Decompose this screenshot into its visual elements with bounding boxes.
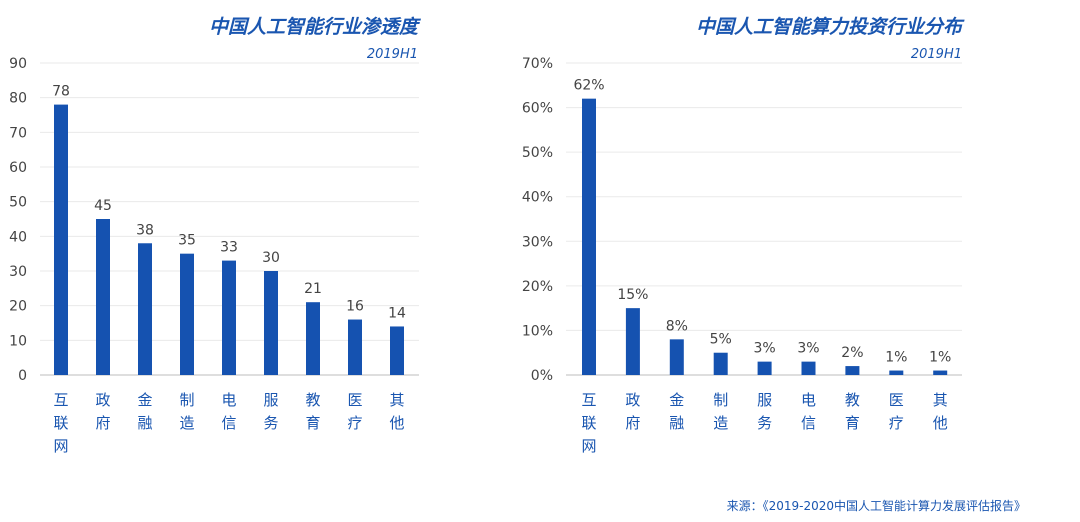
penetration-category-label-6: 教育 [305, 391, 320, 432]
penetration-bar-6 [306, 302, 320, 375]
penetration-category-label-3: 制造 [179, 391, 194, 432]
penetration-y-tick-label: 50 [9, 195, 27, 211]
investment-category-label-0: 互联网 [581, 391, 596, 455]
investment-category-label-3: 制造 [713, 391, 728, 432]
investment-bar-4 [757, 361, 772, 375]
chart-subtitle-penetration: 2019H1 [366, 47, 418, 62]
investment-data-label-8: 1% [929, 350, 951, 366]
chart-title-penetration: 中国人工智能行业渗透度 [208, 16, 418, 38]
investment-bar-0 [582, 98, 596, 376]
investment-bar-5 [801, 361, 816, 375]
investment-data-label-4: 3% [753, 341, 775, 357]
penetration-bar-3 [180, 253, 194, 375]
penetration-data-label-3: 35 [178, 233, 196, 249]
penetration-data-label-1: 45 [94, 198, 112, 214]
penetration-data-label-2: 38 [136, 222, 154, 238]
investment-data-label-3: 5% [710, 332, 732, 348]
penetration-data-label-6: 21 [304, 281, 322, 297]
penetration-category-label-2: 金融 [137, 391, 152, 432]
investment-bar-7 [889, 370, 904, 375]
penetration-category-label-8: 其他 [389, 391, 404, 432]
investment-y-tick-label: 60% [522, 101, 553, 117]
investment-category-label-5: 电信 [801, 391, 816, 432]
penetration-category-label-1: 政府 [95, 391, 110, 432]
penetration-y-tick-label: 30 [9, 264, 27, 280]
investment-category-label-6: 教育 [845, 391, 860, 432]
penetration-bar-5 [264, 271, 278, 375]
penetration-y-tick-label: 0 [18, 368, 27, 384]
penetration-data-label-7: 16 [346, 299, 364, 315]
penetration-bar-0 [54, 104, 68, 375]
investment-data-label-6: 2% [841, 345, 863, 361]
investment-data-label-1: 15% [617, 287, 648, 303]
investment-y-tick-label: 40% [522, 190, 553, 206]
chart-subtitle-investment: 2019H1 [910, 47, 962, 62]
investment-category-label-4: 服务 [757, 391, 772, 432]
penetration-y-tick-label: 20 [9, 299, 27, 315]
penetration-bar-7 [348, 319, 362, 375]
penetration-y-tick-label: 80 [9, 91, 27, 107]
investment-y-tick-label: 20% [522, 279, 553, 295]
investment-data-label-2: 8% [666, 318, 688, 334]
penetration-bar-2 [138, 243, 152, 375]
investment-bar-1 [625, 308, 640, 375]
investment-category-label-2: 金融 [669, 391, 684, 432]
penetration-category-label-4: 电信 [221, 391, 236, 432]
penetration-y-tick-label: 60 [9, 160, 27, 176]
investment-category-label-7: 医疗 [889, 391, 904, 432]
penetration-y-tick-label: 70 [9, 125, 27, 141]
penetration-data-label-4: 33 [220, 240, 238, 256]
penetration-data-label-0: 78 [52, 84, 70, 100]
penetration-bar-8 [390, 326, 404, 375]
investment-category-label-8: 其他 [933, 391, 948, 432]
investment-y-tick-label: 50% [522, 145, 553, 161]
investment-data-label-5: 3% [797, 341, 819, 357]
penetration-bar-1 [96, 219, 110, 375]
investment-bar-2 [669, 339, 684, 375]
source-note: 来源：《2019-2020中国人工智能计算力发展评估报告》 [726, 499, 1026, 513]
investment-y-tick-label: 0% [531, 368, 553, 384]
chart-title-investment: 中国人工智能算力投资行业分布 [695, 16, 962, 38]
penetration-category-label-5: 服务 [263, 391, 278, 432]
penetration-y-tick-label: 90 [9, 56, 27, 72]
investment-bar-6 [845, 366, 860, 375]
penetration-y-tick-label: 10 [9, 333, 27, 349]
investment-data-label-0: 62% [573, 78, 604, 94]
penetration-category-label-0: 互联网 [53, 391, 68, 455]
penetration-data-label-8: 14 [388, 305, 406, 321]
investment-y-tick-label: 10% [522, 323, 553, 339]
penetration-category-label-7: 医疗 [347, 391, 362, 432]
investment-y-tick-label: 30% [522, 234, 553, 250]
penetration-data-label-5: 30 [262, 250, 280, 266]
investment-data-label-7: 1% [885, 350, 907, 366]
penetration-y-tick-label: 40 [9, 229, 27, 245]
penetration-bar-4 [222, 260, 236, 375]
investment-bar-8 [933, 370, 948, 375]
investment-y-tick-label: 70% [522, 56, 553, 72]
investment-category-label-1: 政府 [625, 391, 640, 432]
investment-bar-3 [713, 352, 728, 375]
